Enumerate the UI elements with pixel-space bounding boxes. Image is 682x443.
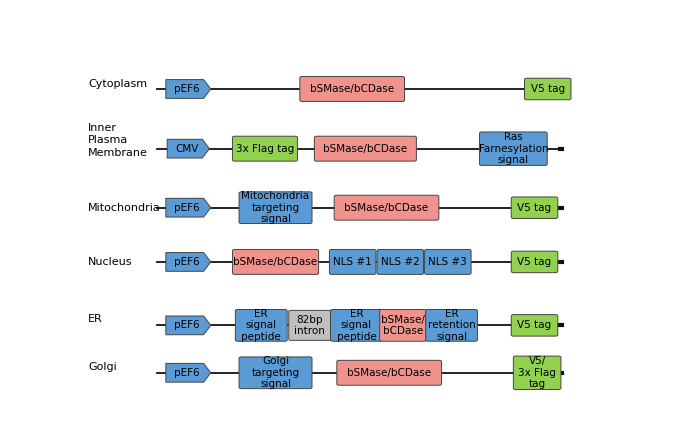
Polygon shape (166, 316, 211, 335)
FancyBboxPatch shape (334, 195, 439, 220)
FancyBboxPatch shape (233, 249, 318, 274)
Text: NLS #1: NLS #1 (333, 257, 372, 267)
Text: ER: ER (88, 314, 103, 324)
Text: 82bp
intron: 82bp intron (295, 315, 325, 336)
Text: bSMase/bCDase: bSMase/bCDase (323, 144, 407, 154)
Text: V5 tag: V5 tag (518, 257, 552, 267)
FancyBboxPatch shape (239, 192, 312, 224)
FancyBboxPatch shape (380, 310, 426, 341)
Text: Nucleus: Nucleus (88, 257, 132, 267)
FancyBboxPatch shape (239, 357, 312, 389)
Text: NLS #3: NLS #3 (428, 257, 467, 267)
Text: V5 tag: V5 tag (531, 84, 565, 94)
Text: 3x Flag tag: 3x Flag tag (236, 144, 294, 154)
Text: Mitochondria
targeting
signal: Mitochondria targeting signal (241, 191, 310, 224)
Text: Golgi: Golgi (88, 362, 117, 372)
FancyBboxPatch shape (479, 132, 547, 165)
Text: ER
signal
peptide: ER signal peptide (336, 309, 376, 342)
Text: V5 tag: V5 tag (518, 203, 552, 213)
Polygon shape (167, 139, 209, 158)
Text: bSMase/bCDase: bSMase/bCDase (347, 368, 431, 378)
Polygon shape (166, 363, 211, 382)
FancyBboxPatch shape (377, 249, 424, 274)
Text: Inner
Plasma
Membrane: Inner Plasma Membrane (88, 123, 148, 158)
Text: pEF6: pEF6 (175, 84, 200, 94)
Text: pEF6: pEF6 (175, 320, 200, 330)
FancyBboxPatch shape (288, 311, 331, 340)
Text: Ras
Farnesylation
signal: Ras Farnesylation signal (479, 132, 548, 165)
Text: NLS #2: NLS #2 (381, 257, 419, 267)
Text: pEF6: pEF6 (175, 203, 200, 213)
Polygon shape (166, 198, 211, 217)
FancyBboxPatch shape (235, 310, 287, 341)
Text: bSMase/bCDase: bSMase/bCDase (344, 203, 428, 213)
FancyBboxPatch shape (426, 310, 477, 341)
FancyBboxPatch shape (314, 136, 417, 161)
FancyBboxPatch shape (524, 78, 571, 100)
Text: bSMase/bCDase: bSMase/bCDase (233, 257, 318, 267)
Text: pEF6: pEF6 (175, 368, 200, 378)
FancyBboxPatch shape (331, 310, 383, 341)
FancyBboxPatch shape (233, 136, 297, 161)
Text: CMV: CMV (175, 144, 199, 154)
FancyBboxPatch shape (512, 315, 558, 336)
Text: Golgi
targeting
signal: Golgi targeting signal (252, 356, 299, 389)
Polygon shape (166, 80, 211, 98)
FancyBboxPatch shape (512, 251, 558, 272)
FancyBboxPatch shape (300, 77, 404, 101)
Polygon shape (166, 253, 211, 271)
Text: bSMase/
bCDase: bSMase/ bCDase (381, 315, 425, 336)
Text: ER
signal
peptide: ER signal peptide (241, 309, 281, 342)
Text: Mitochondria: Mitochondria (88, 203, 161, 213)
Text: bSMase/bCDase: bSMase/bCDase (310, 84, 394, 94)
Text: V5/
3x Flag
tag: V5/ 3x Flag tag (518, 356, 556, 389)
FancyBboxPatch shape (512, 197, 558, 218)
Text: pEF6: pEF6 (175, 257, 200, 267)
FancyBboxPatch shape (425, 249, 471, 274)
Text: ER
retention
signal: ER retention signal (428, 309, 475, 342)
FancyBboxPatch shape (337, 360, 441, 385)
FancyBboxPatch shape (329, 249, 376, 274)
Text: Cytoplasm: Cytoplasm (88, 79, 147, 89)
Text: V5 tag: V5 tag (518, 320, 552, 330)
FancyBboxPatch shape (514, 356, 561, 389)
